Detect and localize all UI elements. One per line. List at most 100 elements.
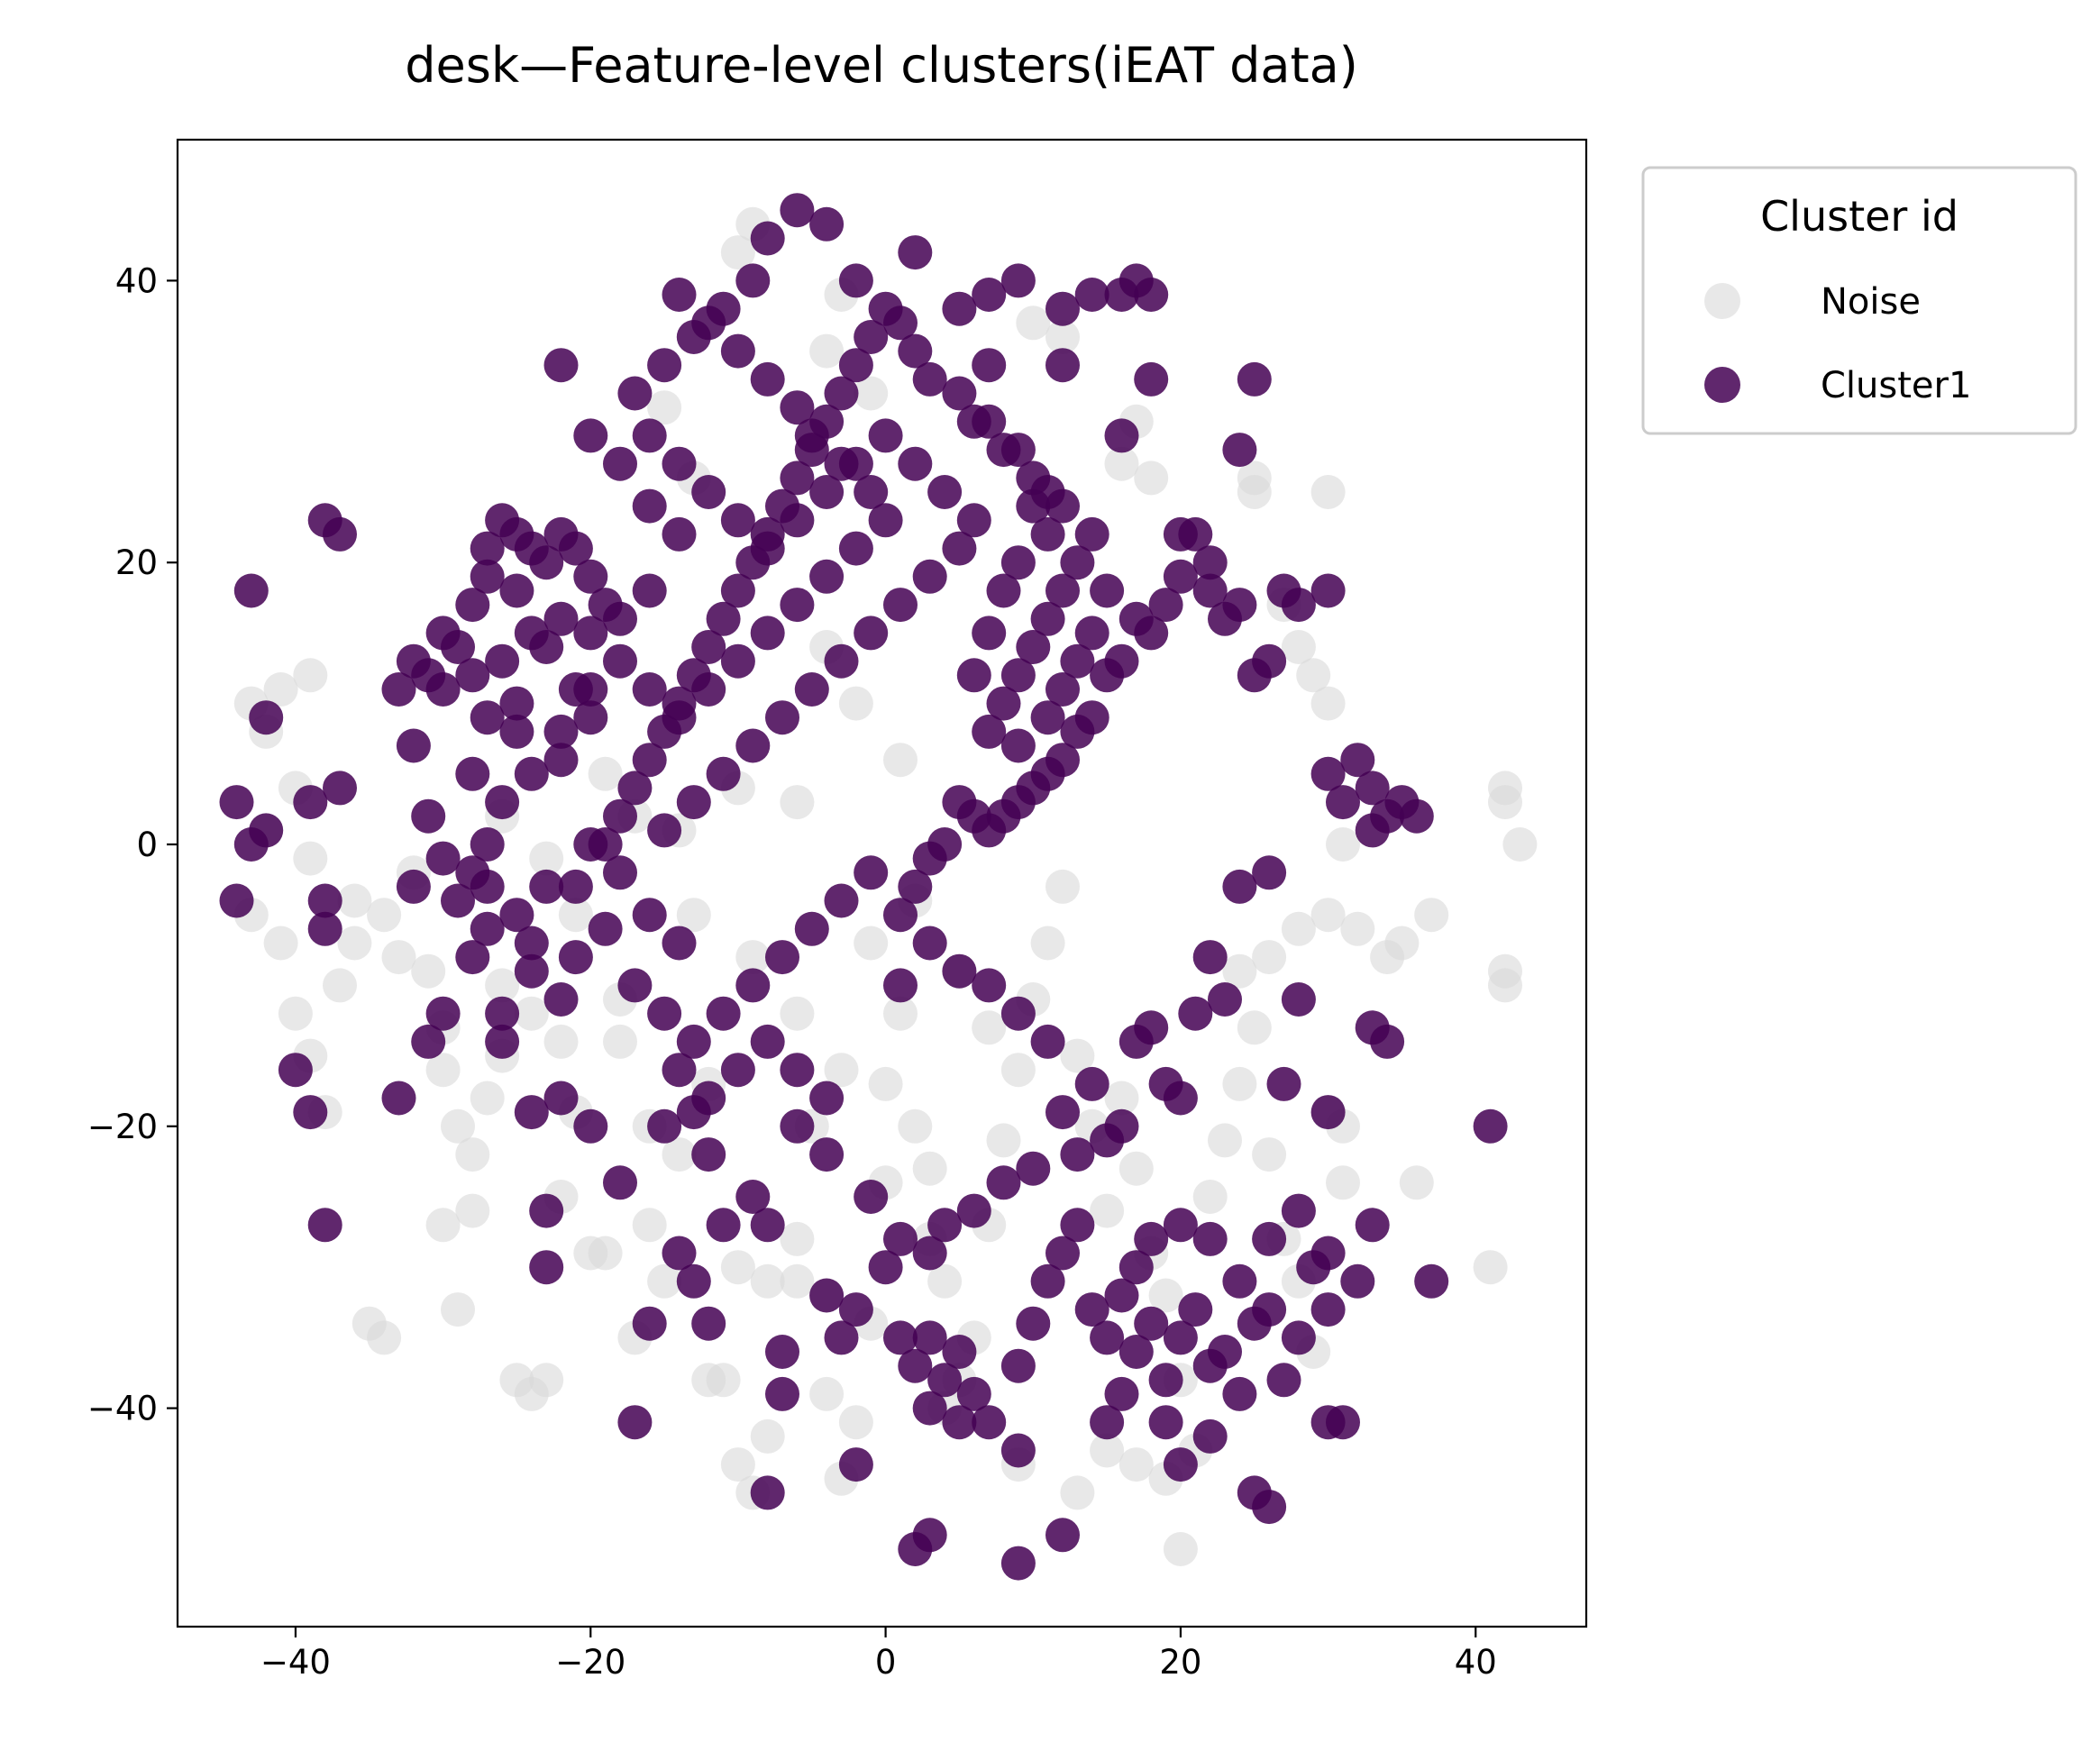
data-point [1310, 475, 1346, 509]
data-point [1134, 1306, 1169, 1341]
data-point [809, 1137, 845, 1172]
data-point [1237, 475, 1272, 509]
data-point [1355, 813, 1390, 848]
data-point [809, 333, 845, 369]
data-point [425, 1053, 461, 1088]
data-point [1090, 1320, 1125, 1355]
data-point [425, 996, 461, 1031]
data-point [1355, 771, 1390, 806]
data-point [1016, 630, 1051, 664]
data-point [780, 1053, 815, 1088]
data-point [278, 1053, 313, 1088]
data-point [588, 1236, 623, 1271]
data-point [603, 601, 637, 636]
data-point [809, 475, 845, 509]
y-tick-label: 0 [136, 825, 158, 864]
data-point [514, 926, 549, 961]
data-point [942, 785, 977, 820]
series-cluster1 [219, 193, 1508, 1581]
data-point [1000, 1546, 1036, 1581]
data-point [838, 1447, 873, 1482]
data-point [396, 728, 431, 763]
data-point [986, 1123, 1021, 1158]
data-point [1118, 601, 1154, 636]
data-point [1310, 1292, 1346, 1327]
data-point [662, 516, 697, 552]
data-point [1163, 1208, 1198, 1243]
data-point [765, 700, 799, 735]
data-point [647, 348, 682, 383]
data-point [780, 390, 815, 425]
data-point [455, 658, 490, 693]
data-point [1000, 658, 1036, 693]
data-point [1134, 461, 1169, 496]
legend-label-cluster1: Cluster1 [1821, 365, 1971, 406]
data-point [1000, 1348, 1036, 1383]
x-tick-label: 20 [1159, 1643, 1201, 1682]
data-point [1296, 658, 1331, 693]
data-point [1414, 1263, 1449, 1299]
data-point [1473, 1108, 1508, 1144]
data-point [499, 898, 534, 933]
data-point [543, 1081, 579, 1116]
data-point [617, 771, 653, 806]
data-point [573, 1108, 608, 1144]
data-point [1045, 1095, 1080, 1130]
data-point [1237, 361, 1272, 397]
legend-items: Noise Cluster1 [1704, 281, 1971, 406]
data-point [603, 1165, 637, 1200]
data-point [543, 348, 579, 383]
data-point [1030, 1024, 1065, 1059]
data-point [1266, 573, 1301, 608]
data-point [838, 263, 873, 298]
data-point [1104, 1376, 1139, 1411]
data-point [720, 503, 755, 538]
data-point [1208, 1123, 1242, 1158]
data-point [1090, 1193, 1125, 1228]
data-point [485, 968, 520, 1003]
data-point [1252, 1292, 1287, 1327]
data-point [750, 1208, 785, 1243]
data-point [381, 1081, 416, 1116]
data-point [485, 996, 520, 1031]
data-point [691, 1081, 726, 1116]
data-point [1252, 1137, 1287, 1172]
data-point [691, 1137, 726, 1172]
data-point [927, 475, 963, 509]
data-point [942, 531, 977, 566]
data-point [632, 672, 667, 707]
data-point [1030, 601, 1065, 636]
data-point [1045, 291, 1080, 326]
data-point [307, 883, 342, 918]
data-point [381, 940, 416, 975]
data-point [1310, 1095, 1346, 1130]
data-point [706, 601, 741, 636]
data-point [1222, 433, 1257, 468]
data-point [632, 743, 667, 778]
data-point [558, 940, 593, 975]
data-point [720, 1053, 755, 1088]
data-point [411, 953, 446, 989]
data-point [603, 798, 637, 834]
data-point [780, 996, 815, 1031]
data-point [750, 1263, 785, 1299]
data-point [1208, 601, 1242, 636]
data-point [381, 672, 416, 707]
data-point [720, 643, 755, 679]
data-point [1074, 516, 1109, 552]
data-point [780, 588, 815, 623]
data-point [868, 1250, 903, 1285]
data-point [263, 672, 298, 707]
data-point [1192, 1418, 1228, 1454]
data-point [219, 785, 254, 820]
y-axis: −40 −20 0 20 40 [87, 261, 178, 1428]
data-point [558, 531, 593, 566]
data-point [1060, 643, 1095, 679]
data-point [425, 672, 461, 707]
data-point [765, 1376, 799, 1411]
data-point [647, 1263, 682, 1299]
data-point [898, 446, 933, 481]
data-point [883, 996, 918, 1031]
data-point [1000, 728, 1036, 763]
